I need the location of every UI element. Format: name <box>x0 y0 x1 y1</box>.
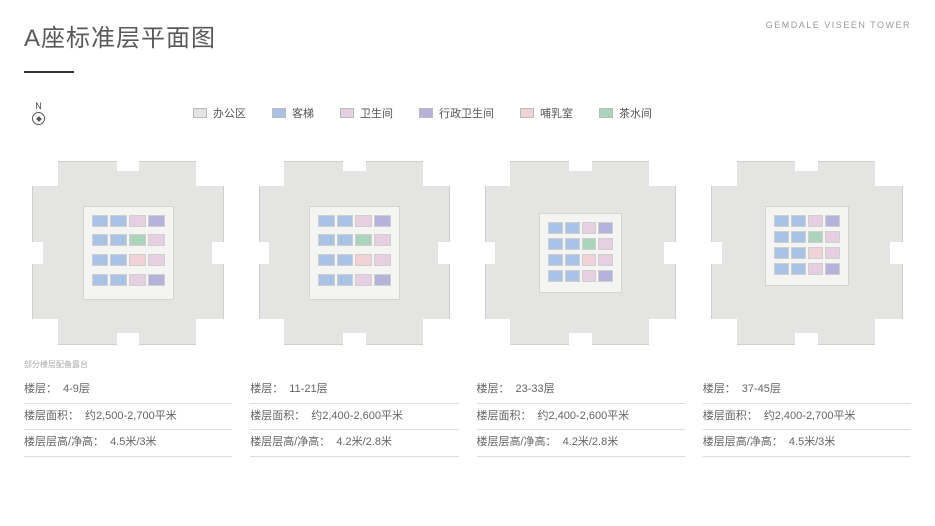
plan-info-row: 楼层： 23-33层 <box>477 377 685 404</box>
plan-note <box>250 359 458 373</box>
legend-label: 客梯 <box>292 105 314 121</box>
plan-info-row: 楼层面积： 约2,500-2,700平米 <box>24 404 232 431</box>
legend-item: 办公区 <box>193 105 246 121</box>
plan-info: 楼层： 37-45层楼层面积： 约2,400-2,700平米楼层层高/净高： 4.5米… <box>703 377 911 457</box>
plan-info-row: 楼层层高/净高： 4.5米/3米 <box>24 430 232 457</box>
plan-info-row: 楼层层高/净高： 4.5米/3米 <box>703 430 911 457</box>
legend-label: 卫生间 <box>360 105 393 121</box>
info-value: 37-45层 <box>742 381 781 399</box>
legend-swatch <box>419 108 433 118</box>
legend-swatch <box>272 108 286 118</box>
plan-info-row: 楼层： 11-21层 <box>250 377 458 404</box>
plan-info: 楼层： 23-33层楼层面积： 约2,400-2,600平米楼层层高/净高： 4.2米… <box>477 377 685 457</box>
info-value: 4-9层 <box>63 381 90 399</box>
legend-item: 卫生间 <box>340 105 393 121</box>
legend-label: 哺乳室 <box>540 105 573 121</box>
plan-column: 部分楼层配备露台楼层： 4-9层楼层面积： 约2,500-2,700平米楼层层高/净… <box>24 153 232 457</box>
plan-info-row: 楼层： 37-45层 <box>703 377 911 404</box>
legend-row: N 办公区 客梯 卫生间 行政卫生间 哺乳室 茶水间 <box>24 101 911 125</box>
info-value: 11-21层 <box>289 381 327 399</box>
legend-item: 行政卫生间 <box>419 105 494 121</box>
plan-column: 楼层： 11-21层楼层面积： 约2,400-2,600平米楼层层高/净高： 4.2米… <box>250 153 458 457</box>
info-label: 楼层层高/净高： <box>703 434 783 452</box>
plan-info: 楼层： 11-21层楼层面积： 约2,400-2,600平米楼层层高/净高： 4.2米… <box>250 377 458 457</box>
brand-label: GEMDALE VISEEN TOWER <box>766 18 911 30</box>
legend-item: 哺乳室 <box>520 105 573 121</box>
info-value: 约2,400-2,700平米 <box>764 408 856 426</box>
plan-info-row: 楼层面积： 约2,400-2,600平米 <box>250 404 458 431</box>
plan-info-row: 楼层层高/净高： 4.2米/2.8米 <box>250 430 458 457</box>
info-label: 楼层层高/净高： <box>477 434 557 452</box>
info-label: 楼层层高/净高： <box>24 434 104 452</box>
plan-info-row: 楼层面积： 约2,400-2,600平米 <box>477 404 685 431</box>
floorplan-graphic <box>703 153 911 353</box>
floorplan-graphic <box>24 153 232 353</box>
legend-item: 茶水间 <box>599 105 652 121</box>
legend-label: 行政卫生间 <box>439 105 494 121</box>
plan-note: 部分楼层配备露台 <box>24 359 232 373</box>
info-value: 约2,400-2,600平米 <box>538 408 630 426</box>
info-label: 楼层： <box>477 381 510 399</box>
info-value: 4.2米/2.8米 <box>336 434 392 452</box>
info-value: 约2,400-2,600平米 <box>311 408 403 426</box>
title-divider <box>24 71 74 73</box>
legend-swatch <box>599 108 613 118</box>
plan-note <box>477 359 685 373</box>
legend-label: 办公区 <box>213 105 246 121</box>
compass-n-label: N <box>35 101 42 111</box>
info-label: 楼层层高/净高： <box>250 434 330 452</box>
info-label: 楼层： <box>250 381 283 399</box>
plan-info-row: 楼层面积： 约2,400-2,700平米 <box>703 404 911 431</box>
legend-item: 客梯 <box>272 105 314 121</box>
page-title: A座标准层平面图 <box>24 18 216 53</box>
info-label: 楼层面积： <box>250 408 305 426</box>
compass-icon: N <box>32 101 45 125</box>
plan-info: 楼层： 4-9层楼层面积： 约2,500-2,700平米楼层层高/净高： 4.5米/3… <box>24 377 232 457</box>
info-label: 楼层面积： <box>477 408 532 426</box>
legend-swatch <box>340 108 354 118</box>
floorplan-graphic <box>477 153 685 353</box>
info-label: 楼层： <box>24 381 57 399</box>
info-value: 4.5米/3米 <box>110 434 156 452</box>
info-label: 楼层面积： <box>24 408 79 426</box>
legend-swatch <box>193 108 207 118</box>
info-label: 楼层面积： <box>703 408 758 426</box>
info-value: 约2,500-2,700平米 <box>85 408 177 426</box>
plan-info-row: 楼层层高/净高： 4.2米/2.8米 <box>477 430 685 457</box>
plan-column: 楼层： 37-45层楼层面积： 约2,400-2,700平米楼层层高/净高： 4.5米… <box>703 153 911 457</box>
info-value: 23-33层 <box>516 381 555 399</box>
legend-swatch <box>520 108 534 118</box>
info-label: 楼层： <box>703 381 736 399</box>
legend-label: 茶水间 <box>619 105 652 121</box>
info-value: 4.5米/3米 <box>789 434 835 452</box>
info-value: 4.2米/2.8米 <box>563 434 619 452</box>
plan-info-row: 楼层： 4-9层 <box>24 377 232 404</box>
floorplan-graphic <box>250 153 458 353</box>
plan-note <box>703 359 911 373</box>
plan-column: 楼层： 23-33层楼层面积： 约2,400-2,600平米楼层层高/净高： 4.2米… <box>477 153 685 457</box>
